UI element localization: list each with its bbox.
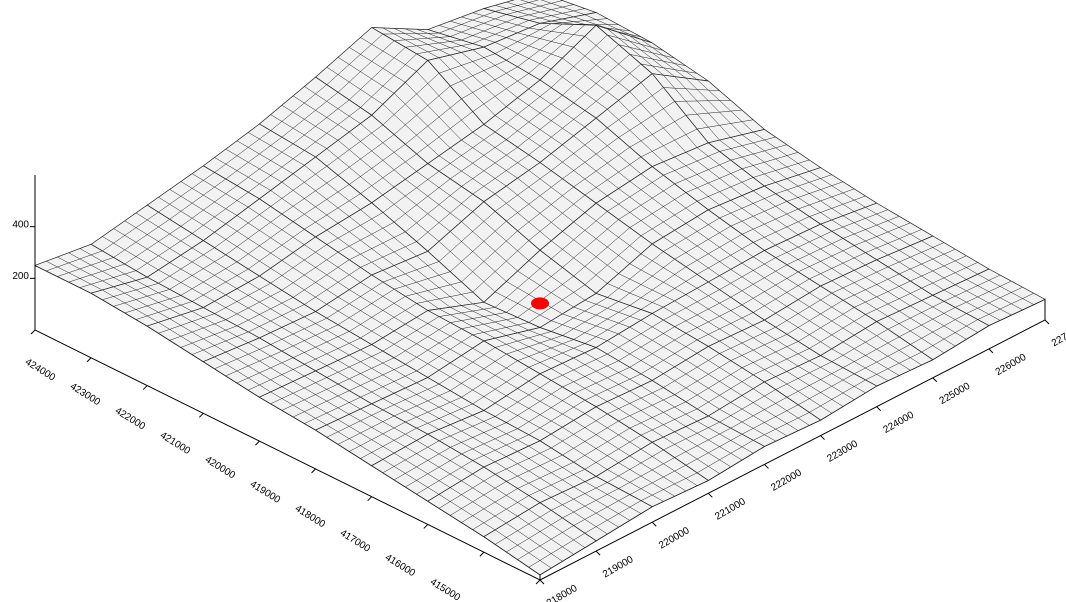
x-tick bbox=[708, 493, 712, 497]
y-tick bbox=[143, 386, 147, 390]
x-tick bbox=[596, 551, 600, 555]
y-tick bbox=[424, 524, 428, 528]
z-tick-label: 400 bbox=[12, 219, 29, 230]
y-tick-label: 419000 bbox=[248, 479, 282, 506]
y-tick-label: 423000 bbox=[68, 381, 102, 408]
x-tick bbox=[540, 580, 544, 584]
x-tick bbox=[877, 407, 881, 411]
y-tick bbox=[87, 358, 91, 362]
y-tick-label: 420000 bbox=[203, 454, 237, 481]
x-tick bbox=[933, 378, 937, 382]
y-tick bbox=[255, 441, 259, 445]
x-tick-label: 227000 bbox=[1050, 323, 1066, 349]
y-tick-label: 416000 bbox=[383, 552, 417, 579]
x-tick-label: 221000 bbox=[713, 496, 748, 522]
y-tick bbox=[368, 497, 372, 501]
x-tick-label: 224000 bbox=[882, 409, 917, 435]
y-tick-label: 424000 bbox=[23, 357, 57, 384]
y-tick bbox=[199, 413, 203, 417]
chart: 200 400 415000 416000 417000 418000 419000 4200… bbox=[0, 0, 1066, 602]
x-tick-label: 222000 bbox=[769, 467, 804, 493]
y-tick bbox=[31, 330, 35, 334]
y-tick-label: 422000 bbox=[113, 406, 147, 433]
y-tick bbox=[480, 552, 484, 556]
x-tick-label: 219000 bbox=[601, 554, 636, 580]
x-tick-label: 225000 bbox=[938, 381, 973, 407]
x-tick bbox=[764, 464, 768, 468]
x-tick-label: 226000 bbox=[994, 352, 1029, 378]
y-tick bbox=[536, 580, 540, 584]
y-tick-label: 418000 bbox=[293, 503, 327, 530]
x-tick bbox=[652, 522, 656, 526]
y-tick-label: 421000 bbox=[158, 430, 192, 457]
x-tick-label: 223000 bbox=[825, 438, 860, 464]
y-tick-label: 415000 bbox=[428, 577, 462, 602]
z-tick-label: 200 bbox=[12, 271, 29, 282]
y-tick bbox=[312, 469, 316, 473]
x-tick-label: 218000 bbox=[545, 583, 580, 602]
y-tick-label: 417000 bbox=[338, 528, 372, 555]
x-tick bbox=[821, 436, 825, 440]
x-tick-label: 220000 bbox=[657, 525, 692, 551]
highlight-point bbox=[531, 297, 549, 309]
x-tick bbox=[989, 349, 993, 353]
x-tick bbox=[1045, 320, 1049, 324]
